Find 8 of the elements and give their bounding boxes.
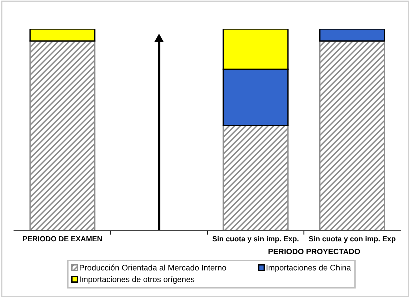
legend-label: Importaciones de otros orígenes xyxy=(80,276,195,284)
bar xyxy=(30,40,96,231)
bar xyxy=(319,29,386,42)
bar xyxy=(222,125,289,231)
legend-label: Importaciones de China xyxy=(266,264,352,272)
legend-label: Producción Orientada al Mercado Interno xyxy=(80,264,226,271)
bar xyxy=(319,40,386,231)
bar xyxy=(30,29,96,42)
